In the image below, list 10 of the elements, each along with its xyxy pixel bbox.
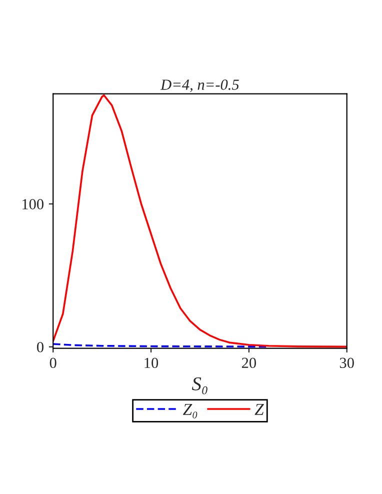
x-tick-label: 10 — [144, 358, 158, 368]
line-series — [53, 94, 347, 348]
chart-title: D=4, n=-0.5 — [160, 80, 239, 92]
y-tick-label: 100 — [22, 199, 44, 210]
x-tick-label: 20 — [242, 358, 256, 368]
x-tick-label: 0 — [50, 358, 56, 368]
legend-label: Z — [254, 404, 264, 415]
x-axis-title: S₀ — [192, 377, 208, 394]
legend-label: Z₀ — [183, 404, 198, 418]
x-tick-label: 30 — [340, 358, 354, 368]
